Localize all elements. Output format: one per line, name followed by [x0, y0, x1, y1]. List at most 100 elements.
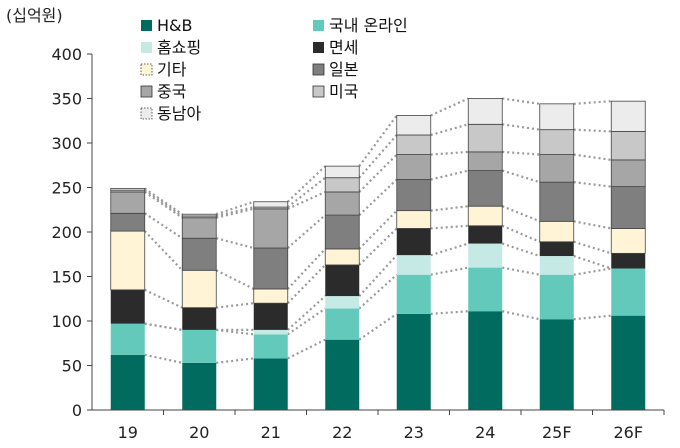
connector-line	[430, 310, 469, 315]
connector-line	[215, 237, 255, 250]
bar-segment-국내 온라인	[611, 268, 646, 316]
bar-segment-중국	[181, 217, 217, 239]
bars-group	[110, 98, 646, 410]
bar-segment-국내 온라인	[325, 308, 360, 340]
connector-line	[358, 312, 398, 341]
connector-line	[144, 187, 183, 216]
bar-segment-H&B	[253, 358, 288, 410]
connector-line	[502, 97, 540, 105]
connector-line	[430, 266, 469, 276]
connector-line	[430, 150, 469, 156]
bar-segment-면세	[110, 289, 145, 324]
y-tick-label: 100	[51, 312, 82, 331]
legend-label: 면세	[329, 38, 358, 57]
connector-line	[144, 189, 183, 217]
legend-label: 홈쇼핑	[157, 38, 201, 57]
axes-group: 0 50 100 150 200 250 300 350 400 19 20 21 22 23 24 25F 2…	[51, 45, 665, 442]
legend-swatch	[140, 107, 153, 120]
connector-line	[287, 176, 326, 208]
connector-line	[358, 227, 398, 266]
connector-line	[287, 295, 326, 331]
y-tick-label: 250	[51, 179, 82, 198]
legend-swatch	[141, 42, 152, 53]
connector-line	[215, 200, 255, 216]
connector-line	[358, 209, 398, 250]
connector-line	[287, 190, 326, 210]
bar-segment-기타	[396, 210, 432, 229]
bar-segment-H&B	[182, 362, 217, 410]
y-tick-label: 400	[51, 45, 82, 64]
x-tick-label: 21	[261, 423, 281, 442]
bar-segment-국내 온라인	[182, 329, 217, 363]
connector-line	[216, 357, 254, 364]
y-tick-label: 200	[51, 223, 82, 242]
bar-segment-중국	[610, 159, 646, 188]
y-tick-label: 300	[51, 134, 82, 153]
connector-line	[358, 273, 398, 310]
connector-line	[358, 153, 398, 193]
x-tick-label: 26F	[613, 423, 643, 442]
legend-label: H&B	[157, 16, 192, 35]
connector-line	[502, 123, 540, 131]
connector-line	[286, 165, 327, 203]
connector-line	[501, 169, 541, 184]
connector-line	[215, 206, 255, 218]
connector-line	[573, 100, 612, 105]
connector-line	[143, 230, 184, 272]
connector-line	[430, 205, 469, 212]
bar-segment-면세	[468, 225, 503, 244]
y-tick-label: 50	[62, 357, 82, 376]
legend-label: 중국	[157, 82, 186, 101]
bar-segment-동남아	[539, 103, 575, 131]
bar-segment-면세	[396, 228, 431, 256]
connector-line	[502, 150, 540, 156]
bar-segment-중국	[467, 151, 503, 171]
bar-segment-기타	[539, 220, 575, 243]
bar-segment-H&B	[611, 315, 646, 410]
connector-line	[287, 214, 326, 249]
x-tick-label: 25F	[542, 423, 572, 442]
bar-segment-일본	[539, 181, 575, 222]
connector-line	[573, 153, 612, 161]
bar-segment-중국	[396, 154, 432, 180]
connector-lines	[143, 97, 612, 364]
legend-swatch	[140, 85, 153, 98]
y-axis-unit-label: (십억원)	[6, 6, 63, 25]
bar-segment-H&B	[110, 354, 145, 410]
bar-segment-국내 온라인	[253, 334, 288, 359]
bar-segment-동남아	[396, 115, 432, 136]
connector-line	[215, 207, 255, 219]
bar-segment-기타	[253, 288, 289, 304]
bar-segment-일본	[253, 247, 289, 290]
bar-segment-H&B	[468, 311, 503, 410]
connector-line	[286, 264, 327, 304]
bar-segment-미국	[539, 129, 575, 155]
bar-segment-홈쇼핑	[468, 243, 503, 268]
bar-segment-국내 온라인	[396, 274, 431, 314]
connector-line	[501, 224, 541, 243]
bar-segment-중국	[539, 154, 575, 183]
connector-line	[144, 322, 183, 331]
legend-label: 국내 온라인	[329, 16, 408, 35]
x-tick-label: 22	[332, 423, 352, 442]
bar-segment-기타	[324, 248, 360, 266]
bar-segment-동남아	[181, 213, 217, 217]
bar-segment-면세	[539, 241, 574, 257]
bar-segment-중국	[324, 191, 360, 216]
bar-segment-동남아	[324, 165, 360, 179]
bar-segment-일본	[396, 179, 432, 212]
bar-segment-동남아	[253, 201, 289, 208]
bar-segment-홈쇼핑	[539, 256, 574, 275]
connector-line	[502, 266, 540, 276]
connector-line	[144, 212, 183, 240]
connector-line	[430, 169, 469, 181]
connector-line	[358, 178, 398, 216]
bar-segment-국내 온라인	[539, 274, 574, 320]
x-tick-label: 20	[189, 423, 209, 442]
bar-segment-홈쇼핑	[253, 329, 288, 335]
connector-line	[144, 191, 183, 219]
connector-line	[501, 205, 541, 223]
x-tick-label: 24	[475, 423, 495, 442]
bar-segment-미국	[396, 134, 432, 155]
